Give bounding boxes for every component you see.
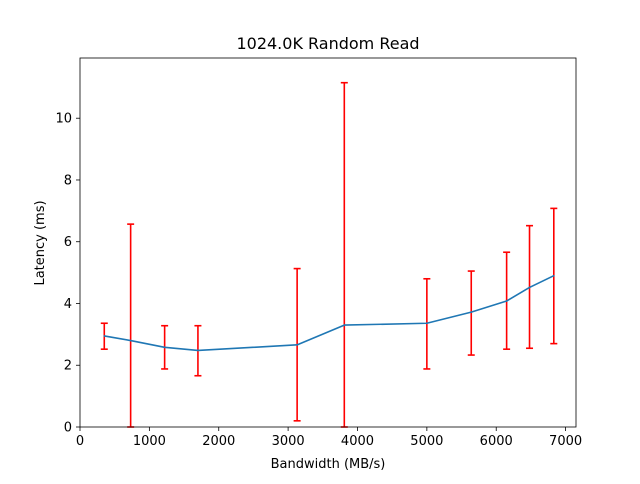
data-point: [163, 346, 166, 349]
x-tick-label: 3000: [272, 434, 305, 449]
y-tick-label: 0: [64, 421, 72, 436]
y-tick-label: 4: [64, 297, 72, 312]
x-tick-label: 0: [76, 434, 84, 449]
chart-title: 1024.0K Random Read: [236, 34, 419, 53]
data-point: [528, 286, 531, 289]
x-tick-label: 6000: [480, 434, 513, 449]
data-point: [426, 322, 428, 325]
y-tick-label: 8: [64, 173, 72, 188]
y-axis-label: Latency (ms): [33, 200, 48, 285]
data-point: [343, 324, 346, 326]
data-point: [103, 335, 106, 337]
y-tick-label: 10: [55, 112, 72, 127]
x-tick-label: 7000: [549, 434, 582, 449]
x-axis-label: Bandwidth (MB/s): [271, 457, 386, 472]
data-point: [505, 300, 508, 302]
x-tick-label: 5000: [410, 434, 443, 449]
x-tick-group: 0 1000 2000 3000 4000 5000 6000 7000: [76, 427, 582, 449]
y-tick-label: 2: [64, 359, 72, 374]
data-point: [129, 339, 132, 342]
x-tick-label: 4000: [341, 434, 374, 449]
data-point: [470, 311, 473, 313]
x-tick-label: 1000: [133, 434, 166, 449]
y-tick-label: 6: [64, 235, 72, 250]
data-point: [553, 274, 555, 277]
axes-frame: [79, 57, 577, 428]
data-point: [296, 344, 298, 346]
series-line-group: [103, 274, 555, 352]
data-point: [197, 349, 199, 352]
y-tick-group: 0 2 4 6 8 10: [55, 112, 80, 436]
x-tick-label: 2000: [202, 434, 235, 449]
